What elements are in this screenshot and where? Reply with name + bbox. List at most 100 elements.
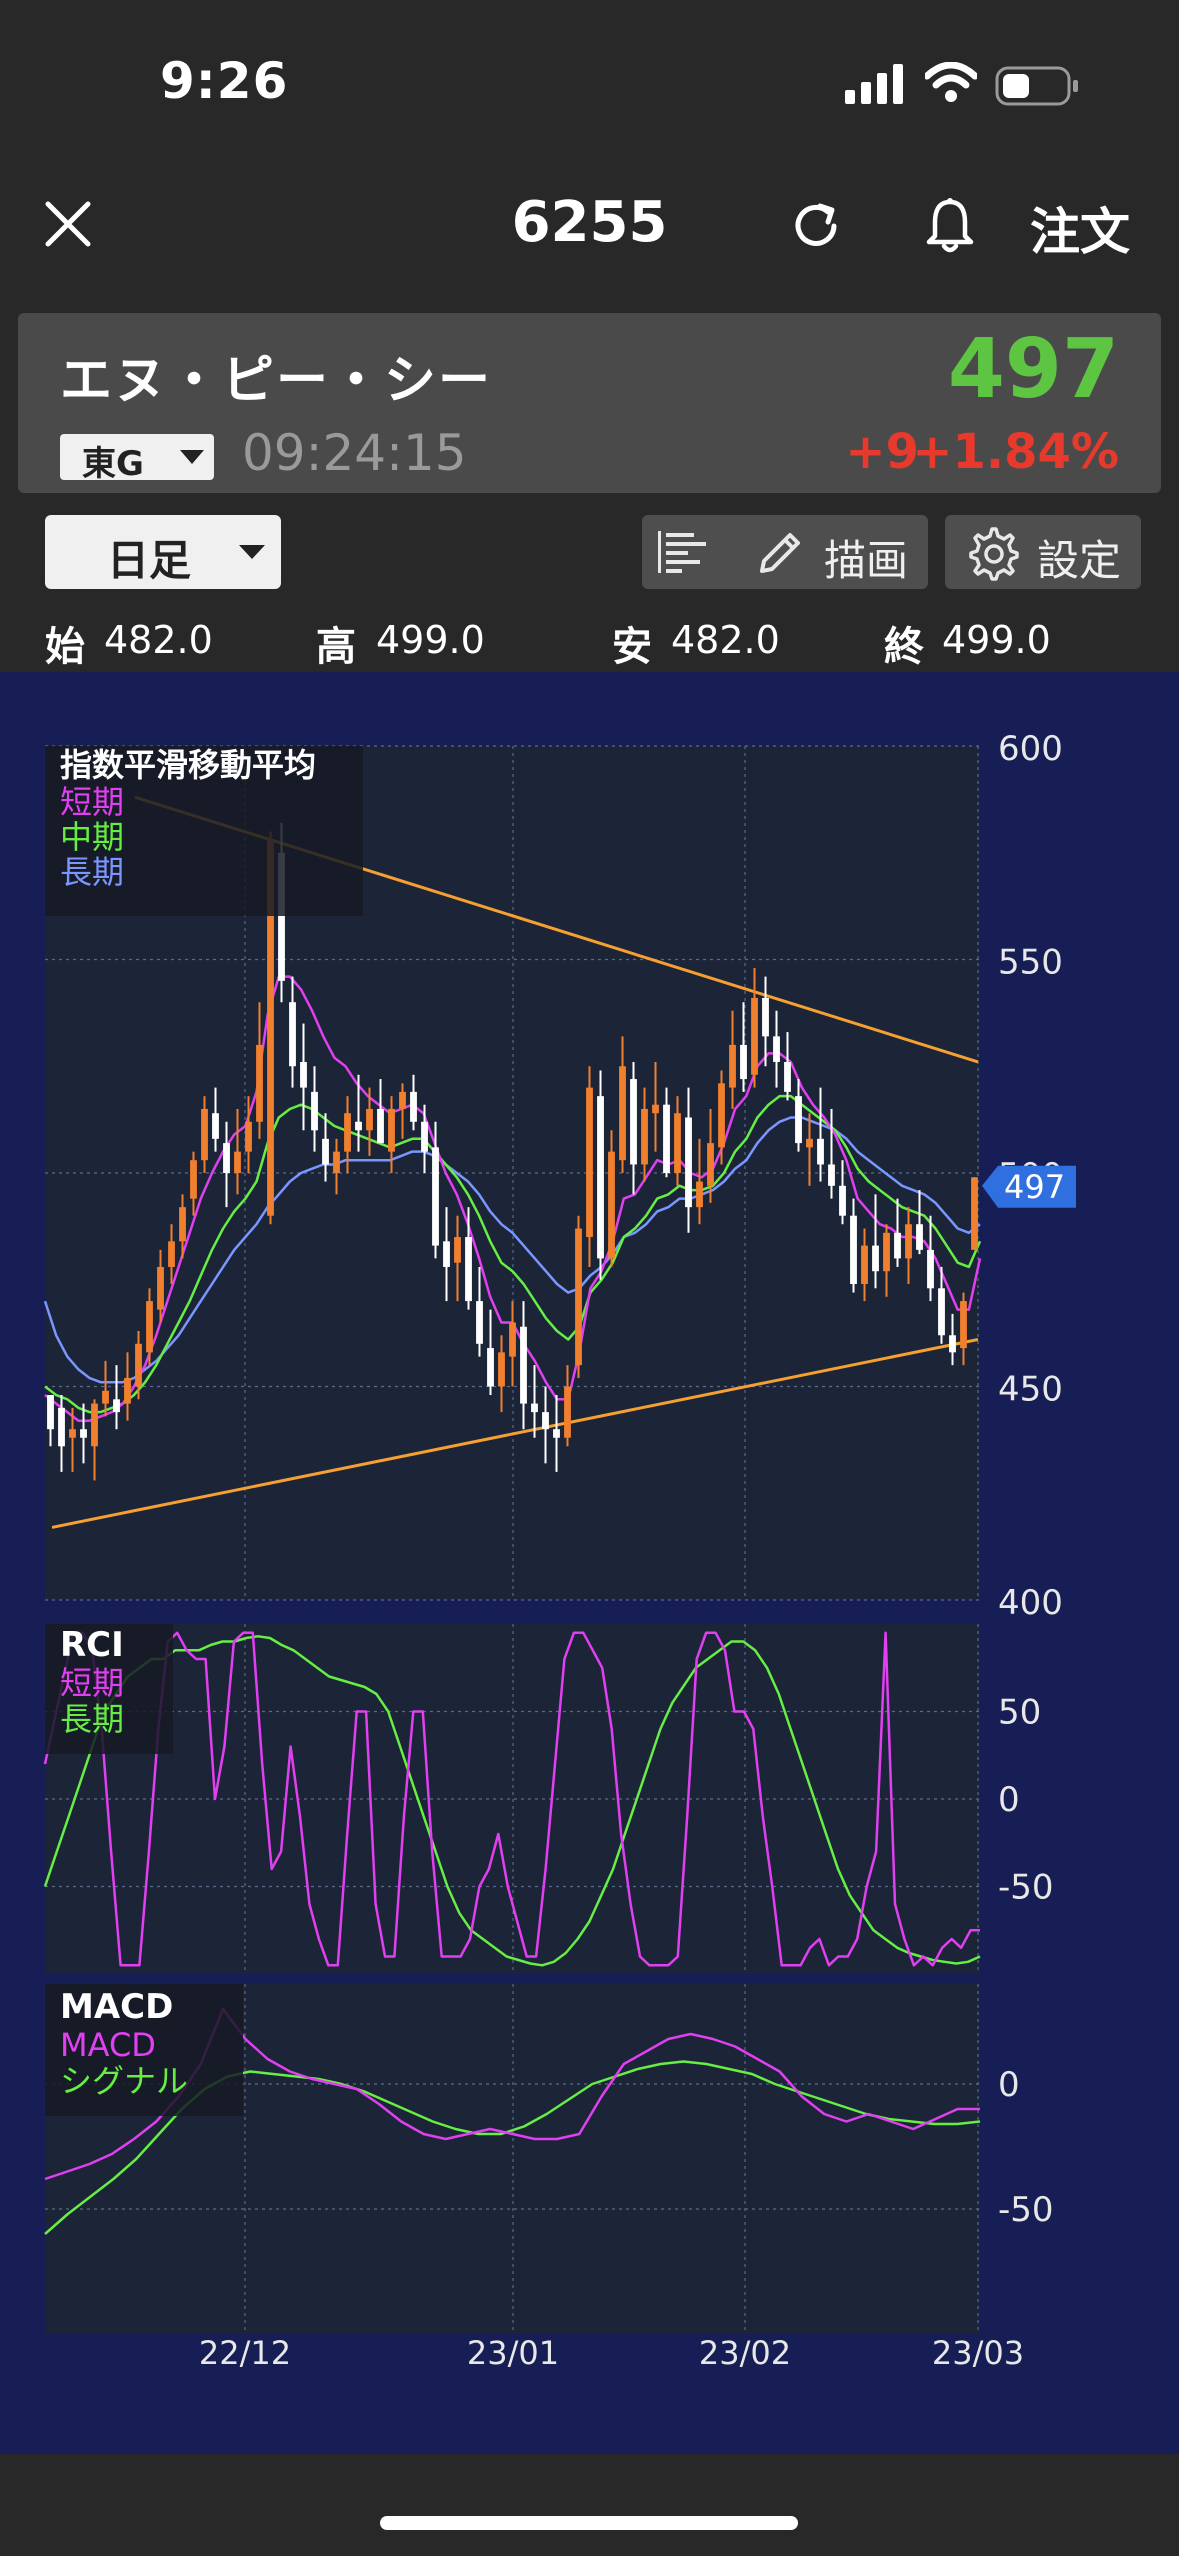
ema-mid-line [44,1094,982,1414]
candle [663,1104,670,1173]
gear-icon [969,527,1019,581]
ema-legend-short: 短期 [60,783,124,821]
rci-legend-short: 短期 [60,1664,124,1702]
date-tick-label: 23/03 [932,2334,1024,2372]
candle [707,1143,714,1186]
candle [564,1386,571,1438]
chart-svg[interactable]: 600550500450400497指数平滑移動平均短期中期長期500-50RC… [0,672,1179,2454]
candle [652,1104,659,1114]
caret-down-icon [239,545,265,559]
price-tick-label: 400 [998,1583,1063,1623]
wifi-icon [925,62,977,102]
candle [696,1181,703,1208]
rci-tick-label: 50 [998,1693,1041,1733]
rci-tick-label: -50 [998,1868,1054,1908]
candle [971,1177,978,1250]
candle [861,1245,868,1285]
candle [124,1377,131,1404]
high-value: 499.0 [376,618,485,662]
candle [487,1348,494,1387]
candle [729,1044,736,1088]
order-button[interactable]: 注文 [1030,203,1130,261]
candle [916,1224,923,1250]
candle [168,1241,175,1267]
candle [344,1113,351,1152]
candle [465,1237,472,1302]
candle [146,1301,153,1353]
candle [553,1429,560,1438]
close-label: 終 [884,624,924,670]
candle [850,1215,857,1285]
candle [432,1147,439,1246]
rci-tick-label: 0 [998,1780,1020,1820]
candle [300,1061,307,1088]
settings-button[interactable]: 設定 [945,515,1141,589]
market-select[interactable]: 東G [60,434,214,484]
candle [333,1151,340,1173]
ema-legend-mid: 中期 [60,818,124,856]
stock-name: エヌ・ピー・シー [60,351,493,411]
candle [795,1096,802,1144]
candle [454,1237,461,1263]
candle [410,1091,417,1122]
low-label: 安 [612,624,652,670]
candle [135,1343,142,1387]
candle [542,1412,549,1430]
candle [91,1403,98,1447]
candle [278,852,285,981]
candle [740,1044,747,1080]
candle [421,1121,428,1152]
candle [80,1429,87,1438]
candle [443,1241,450,1267]
open-value: 482.0 [104,618,213,662]
low-value: 482.0 [671,618,780,662]
candle [828,1164,835,1186]
macd-legend-signal: シグナル [60,2062,188,2100]
macd-legend-title: MACD [60,1987,173,2027]
close-button[interactable] [42,198,94,250]
open-label: 始 [45,624,85,670]
candle [586,1087,593,1238]
alert-bell-button[interactable] [922,196,978,256]
macd-legend-box [45,1984,243,2116]
candle [509,1322,516,1357]
candle [377,1108,384,1144]
draw-label: 描画 [824,536,909,585]
candle [608,1151,615,1259]
candle [597,1096,604,1259]
date-tick-label: 23/02 [699,2334,791,2372]
rci-legend-box [45,1624,173,1754]
candle [949,1335,956,1353]
candle [784,1061,791,1092]
ema-legend-box [45,746,363,916]
candle [179,1207,186,1242]
candle [366,1108,373,1131]
candle [883,1232,890,1272]
candle [531,1403,538,1413]
period-select[interactable]: 日足 [45,515,281,589]
candle [157,1266,164,1310]
ema-legend-long: 長期 [60,853,124,891]
list-icon [658,531,706,573]
candle [498,1352,505,1387]
draw-button[interactable]: 描画 [732,515,928,589]
refresh-button[interactable] [788,198,844,254]
candle [938,1288,945,1336]
macd-legend-macd: MACD [60,2026,156,2064]
candle [762,997,769,1037]
page-title: 6255 [511,190,668,255]
candle [751,997,758,1075]
candle [630,1079,637,1165]
candle [718,1083,725,1148]
rci-legend-title: RCI [60,1625,124,1665]
macd-tick-label: -50 [998,2190,1054,2230]
candle [190,1160,197,1199]
candle [289,1002,296,1067]
candle [102,1390,109,1404]
high-label: 高 [316,624,356,670]
price-tick-label: 550 [998,943,1063,983]
candle [355,1121,362,1131]
last-price-label: 497 [1004,1168,1065,1206]
candle [388,1108,395,1152]
candle [674,1113,681,1173]
